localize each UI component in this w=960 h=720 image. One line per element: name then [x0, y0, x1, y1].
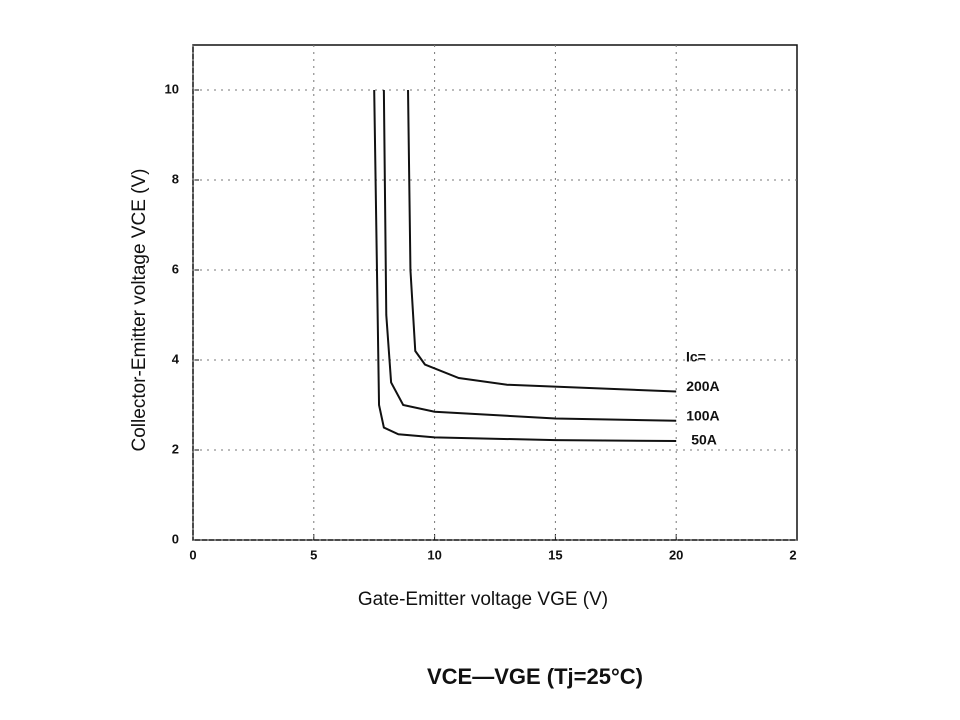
y-tick-label: 10 [165, 81, 179, 96]
plot-frame [192, 44, 798, 541]
x-tick-label: 0 [189, 547, 196, 562]
y-tick-label: 2 [172, 441, 179, 456]
y-tick-label: 6 [172, 261, 179, 276]
x-tick-label: 10 [427, 547, 441, 562]
x-tick-label: 5 [310, 547, 317, 562]
x-tick-label: 20 [669, 547, 683, 562]
y-tick-label: 0 [172, 531, 179, 546]
series-label: 200A [686, 378, 719, 394]
x-tick-label: 15 [548, 547, 562, 562]
series-line [382, 89, 677, 422]
series-label: 100A [686, 407, 719, 423]
series-line [407, 89, 677, 393]
y-tick-label: 4 [172, 351, 180, 366]
series-label: 50A [691, 432, 717, 448]
edge-label: 2 [789, 547, 796, 562]
y-tick-label: 8 [172, 171, 179, 186]
legend-title: Ic= [686, 349, 706, 365]
series-line [373, 89, 677, 442]
chart-title: VCE—VGE (Tj=25°C) [427, 664, 643, 689]
x-axis-label: Gate-Emitter voltage VGE (V) [358, 589, 608, 610]
y-axis-label: Collector-Emitter voltage VCE (V) [129, 169, 150, 452]
